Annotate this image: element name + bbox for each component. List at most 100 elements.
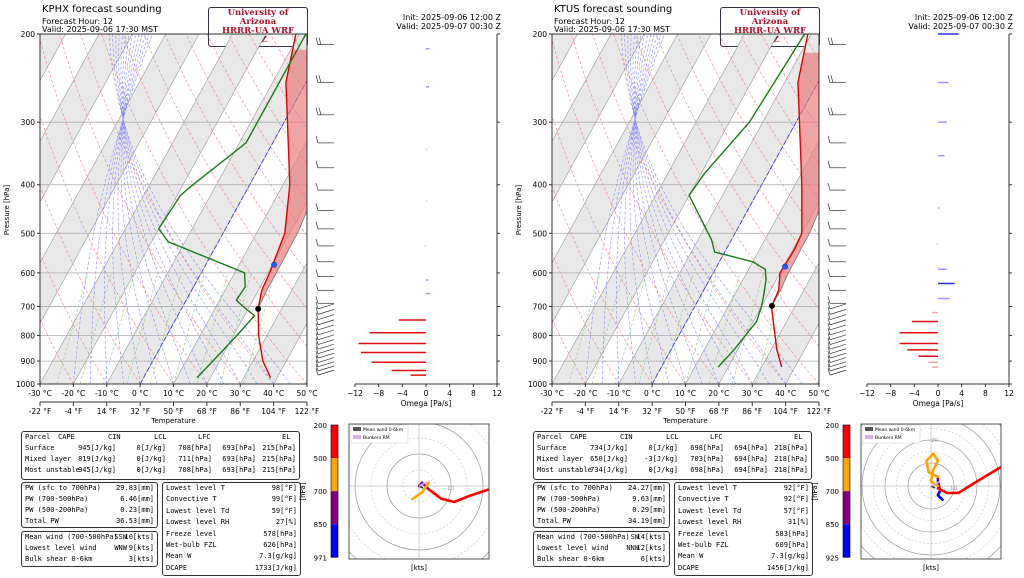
table-cell: 693[hPa] (222, 444, 256, 452)
wind-barb (315, 312, 335, 321)
table-cell: 945[J/kg] (78, 444, 116, 452)
omega-tick-label: −12 (859, 389, 875, 398)
x-tick-label-celsius: -30 °C (540, 389, 564, 398)
parcel-path (771, 209, 819, 307)
x-tick-label-celsius: -30 °C (28, 389, 52, 398)
colorbar-segment (331, 524, 338, 558)
pw-table: PW (sfc to 700hPa) 24.27[mm] PW (700-500hP… (533, 482, 670, 528)
table-cell: 708[hPa] (178, 444, 212, 452)
badge-line-1: University of Arizona (227, 8, 289, 27)
x-tick-label-fahrenheit: -22 °F (29, 407, 52, 416)
table-cell: 7.3[g/kg] (771, 552, 809, 561)
colorbar-label: 500 (314, 455, 327, 463)
valid-local-time: Valid: 2025-09-06 17:30 MST (42, 25, 159, 34)
wind-barb (315, 307, 335, 315)
wind-barb (315, 346, 335, 355)
hodograph-segment (411, 481, 430, 501)
isotherm-line (73, 34, 267, 384)
table-row: Freeze level 583[hPa] (675, 529, 812, 540)
wind-barb (315, 296, 334, 304)
colorbar-segment (843, 491, 850, 525)
x-tick-label-fahrenheit: 14 °F (97, 407, 117, 416)
table-cell: 27[%] (275, 518, 297, 527)
table-cell: 578[hPa] (263, 529, 297, 538)
parcel-table: Parcel CAPE CIN LCL LFC EL Surface 945[J/kg] 0[J… (21, 431, 300, 480)
mixing-ratio-line (591, 272, 624, 384)
table-cell: SW (630, 533, 639, 541)
table-cell: Lowest level wind (25, 544, 97, 552)
table-cell: LCL (154, 433, 167, 441)
table-cell: 215[hPa] (262, 466, 296, 474)
table-cell: 218[hPa] (774, 444, 808, 452)
isotherm-line (818, 383, 819, 384)
isotherm-line (552, 34, 612, 142)
omega-tick-label: 0 (424, 389, 429, 398)
wind-barb (827, 283, 846, 291)
moist-adiabat (120, 34, 158, 384)
dry-adiabat (40, 318, 74, 384)
lcl-marker (768, 302, 775, 309)
isotherm-line (785, 322, 819, 384)
x-tick-label-fahrenheit: 50 °F (164, 407, 184, 416)
wind-barb (315, 317, 335, 326)
table-cell: 0[J/kg] (648, 466, 678, 474)
table-cell: LCL (666, 433, 679, 441)
x-tick-label-celsius: 30 °C (230, 389, 251, 398)
isotherm-line (685, 140, 819, 384)
freeze-level-marker (271, 261, 278, 268)
x-tick-label-celsius: 10 °C (163, 389, 184, 398)
wind-barb (827, 332, 847, 341)
wind-barb (315, 332, 335, 341)
colorbar-label: 850 (314, 521, 327, 529)
wind-barb (315, 238, 334, 247)
wind-barb (827, 296, 846, 304)
y-tick-label: 500 (533, 229, 548, 238)
isotherm-band (307, 34, 512, 384)
table-cell: 6[kts] (640, 555, 666, 563)
table-cell: 698[hPa] (690, 444, 724, 452)
table-cell: 1733[J/kg] (254, 563, 297, 572)
x-tick-label-fahrenheit: 86 °F (742, 407, 762, 416)
colorbar-segment (331, 458, 338, 492)
table-header-row: Parcel CAPE CIN LCL LFC EL (22, 432, 299, 443)
omega-tick-label: 8 (471, 389, 476, 398)
y-tick-label: 700 (21, 302, 36, 311)
hodograph-segment (925, 452, 940, 488)
colorbar-label: 850 (826, 521, 839, 529)
isotherm-band (40, 34, 266, 384)
table-cell: EL (794, 433, 803, 441)
hodograph-plot-area: 1020405060 (861, 424, 1001, 559)
bunkers-rm-vector (418, 481, 428, 487)
wind-barb (827, 183, 846, 191)
isotherm-line (40, 34, 100, 142)
valid-utc-time: Valid: 2025-09-07 00:30 Z (908, 22, 1013, 31)
y-tick-label: 800 (533, 331, 548, 340)
table-cell: 1456[J/kg] (766, 563, 809, 572)
y-tick-label: 300 (533, 118, 548, 127)
init-valid-block: Init: 2025-09-06 12:00 Z Valid: 2025-09-… (908, 13, 1013, 31)
wind-barb (315, 363, 335, 372)
table-cell: 819[J/kg] (78, 455, 116, 463)
wind-barb (315, 183, 334, 191)
table-cell: Lowest level RH (678, 518, 742, 527)
cape-shading (258, 49, 307, 309)
table-cell: 215[hPa] (262, 455, 296, 463)
wind-table: Mean wind (700-500hPa) SSW 10[kts] Lowest l… (21, 531, 158, 567)
table-row: Lowest level RH 31[%] (675, 517, 812, 528)
wind-barb (827, 355, 847, 363)
isotherm-band (552, 34, 778, 384)
table-row: Wet-bulb FZL 609[hPa] (675, 540, 812, 551)
colorbar-segment (843, 425, 850, 459)
table-cell: 0.29[mm] (632, 506, 666, 514)
x-tick-label-fahrenheit: 32 °F (642, 407, 662, 416)
mixing-ratio-line (149, 272, 182, 384)
x-tick-label-fahrenheit: 104 °F (773, 407, 798, 416)
sounding-panel-ktus: KTUS forecast sounding Forecast Hour: 12… (512, 0, 1024, 578)
hodograph-ring-label: 20 (931, 438, 938, 444)
table-cell: Mean W (678, 552, 704, 561)
wind-barb (315, 359, 335, 368)
table-cell: CIN (108, 433, 121, 441)
table-cell: 734[J/kg] (590, 444, 628, 452)
